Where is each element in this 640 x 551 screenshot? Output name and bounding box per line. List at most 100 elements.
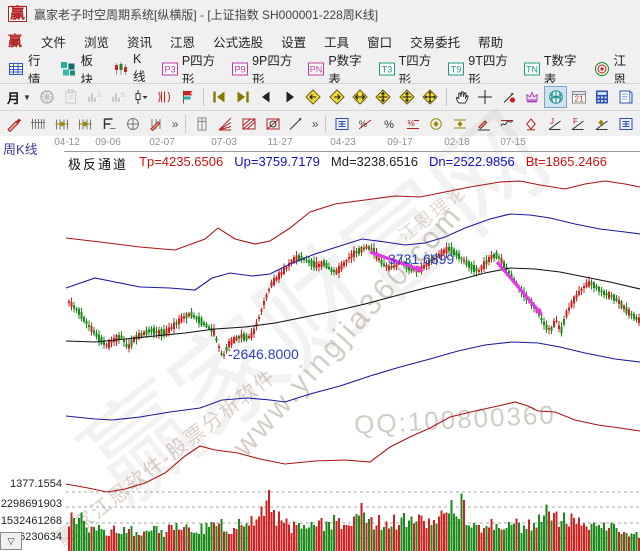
- gold-grid2-tool-icon[interactable]: [74, 113, 97, 135]
- svg-text:T3: T3: [381, 64, 392, 74]
- pen-line-tool-icon[interactable]: [472, 113, 495, 135]
- j-angle-tool-icon[interactable]: J: [543, 113, 566, 135]
- t-number-table-button[interactable]: TN T数字表: [519, 54, 585, 83]
- brush-tool-icon[interactable]: [3, 113, 26, 135]
- svg-text:3: 3: [97, 92, 101, 99]
- candle-style-icon[interactable]: [130, 86, 152, 108]
- menu-item-2[interactable]: 浏览: [84, 35, 110, 50]
- fan-lines-tool-icon[interactable]: [214, 113, 237, 135]
- 9t-square-button[interactable]: T9 9T四方形: [443, 54, 515, 83]
- pan-hand-icon[interactable]: [450, 86, 472, 108]
- menu-item-9[interactable]: 交易委托: [410, 35, 461, 50]
- menu-item-3[interactable]: 资讯: [127, 35, 153, 50]
- gann-button[interactable]: 江恩: [589, 54, 637, 83]
- table-icon: [8, 61, 24, 77]
- t-square-button[interactable]: T3 T四方形: [374, 54, 440, 83]
- svg-text:F: F: [573, 117, 578, 126]
- badge-icon: T3: [378, 61, 395, 77]
- header-divider: [64, 151, 640, 152]
- gold-circle-tool-icon[interactable]: [425, 113, 448, 135]
- crosshair-icon[interactable]: [474, 86, 496, 108]
- percent-tool-icon[interactable]: %: [378, 113, 401, 135]
- gann-crown-icon[interactable]: [521, 86, 543, 108]
- indicator-value: Dn=2522.9856: [429, 154, 515, 169]
- date-tick: 09-17: [387, 137, 413, 148]
- compress-bars-icon[interactable]: [372, 86, 394, 108]
- menu-item-5[interactable]: 公式选股: [213, 35, 264, 50]
- svg-text:21: 21: [575, 95, 584, 104]
- menu-item-4[interactable]: 江恩: [170, 35, 196, 50]
- date-tick: 02-18: [444, 137, 470, 148]
- date-tick: 04-23: [330, 137, 356, 148]
- menu-items: 文件 浏览 资讯 江恩 公式选股 设置 工具 窗口 交易委托 帮助: [32, 29, 512, 54]
- zoom-all-icon[interactable]: [419, 86, 441, 108]
- menu-item-8[interactable]: 窗口: [367, 35, 393, 50]
- zoom-vertical-icon[interactable]: [396, 86, 418, 108]
- menu-item-1[interactable]: 文件: [41, 35, 67, 50]
- p-square-button[interactable]: P3 P四方形: [157, 54, 223, 83]
- grid-tool-icon[interactable]: [27, 113, 50, 135]
- first-page-icon[interactable]: [208, 86, 230, 108]
- zoom-right-icon[interactable]: [325, 86, 347, 108]
- f-grid-tool-icon[interactable]: [98, 113, 121, 135]
- last-page-icon[interactable]: [231, 86, 253, 108]
- collapse-pane-button[interactable]: ▽: [0, 532, 22, 550]
- circle-grid-tool-icon[interactable]: [121, 113, 144, 135]
- menu-item-6[interactable]: 设置: [281, 35, 307, 50]
- period-selector[interactable]: 月 ▼: [7, 90, 31, 106]
- chip-distribution-icon[interactable]: [153, 86, 175, 108]
- zoom-left-icon[interactable]: [302, 86, 324, 108]
- svg-text:%: %: [359, 119, 367, 129]
- next-bar-icon[interactable]: [278, 86, 300, 108]
- date-tick: 02-07: [149, 137, 175, 148]
- trend-line-tool-icon[interactable]: [285, 113, 308, 135]
- p-number-table-button[interactable]: PN P数字表: [303, 54, 369, 83]
- calculator-icon[interactable]: [591, 86, 613, 108]
- chart-3-icon[interactable]: 3: [83, 86, 105, 108]
- percent-line-tool-icon[interactable]: %: [401, 113, 424, 135]
- net-chart-icon[interactable]: [36, 86, 58, 108]
- quotes-button[interactable]: 行情: [3, 54, 51, 83]
- indicator-value: Up=3759.7179: [234, 154, 320, 169]
- date-tick: 04-12: [54, 137, 80, 148]
- clipped-tool-icon[interactable]: [614, 113, 637, 135]
- hatch-box-tool-icon[interactable]: [238, 113, 261, 135]
- clipboard-icon[interactable]: [59, 86, 81, 108]
- svg-text:9: 9: [121, 92, 125, 99]
- prev-bar-icon[interactable]: [255, 86, 277, 108]
- frame-tool-icon[interactable]: [190, 113, 213, 135]
- notes-icon[interactable]: [615, 86, 637, 108]
- gold-grid-tool-icon[interactable]: [50, 113, 73, 135]
- candlestick-chart[interactable]: [0, 136, 640, 551]
- more-tools-1[interactable]: »: [171, 116, 179, 131]
- calendar-icon[interactable]: 21: [568, 86, 590, 108]
- f-angle-tool-icon[interactable]: F: [567, 113, 590, 135]
- gold-line-tool-icon[interactable]: [449, 113, 472, 135]
- table-frame-tool-icon[interactable]: [330, 113, 353, 135]
- zoom-horizontal-icon[interactable]: [349, 86, 371, 108]
- kline-button[interactable]: K线: [108, 54, 153, 83]
- gold-red-tool-icon[interactable]: [520, 113, 543, 135]
- more-tools-2[interactable]: »: [311, 116, 319, 131]
- 9p-square-button[interactable]: P9 9P四方形: [227, 54, 299, 83]
- gold-angle-tool-icon[interactable]: [591, 113, 614, 135]
- percent-strike-tool-icon[interactable]: %: [354, 113, 377, 135]
- volume-scale-label: 2298691903: [0, 498, 62, 510]
- window-title: 赢家老子时空周期系统[纵横版] - [上证指数 SH000001-228周K线]: [34, 7, 379, 22]
- menu-item-7[interactable]: 工具: [324, 35, 350, 50]
- toolbar-separator: [445, 88, 447, 106]
- svg-text:J: J: [550, 117, 554, 126]
- hatch-box2-tool-icon[interactable]: [261, 113, 284, 135]
- flag-marker-icon[interactable]: [177, 86, 199, 108]
- pane-label: 周K线: [3, 142, 38, 157]
- badge-icon: TN: [523, 61, 540, 77]
- svg-text:%: %: [384, 119, 394, 131]
- menu-item-10[interactable]: 帮助: [478, 35, 504, 50]
- chart-9-icon[interactable]: 9: [106, 86, 128, 108]
- sectors-button[interactable]: 板块: [55, 54, 103, 83]
- cycle-tool-icon[interactable]: [544, 86, 567, 108]
- wave-tool-icon[interactable]: [496, 113, 519, 135]
- pen-grid-tool-icon[interactable]: [145, 113, 168, 135]
- indicator-value: Md=3238.6516: [330, 154, 419, 169]
- pointer-tool-icon[interactable]: [497, 86, 519, 108]
